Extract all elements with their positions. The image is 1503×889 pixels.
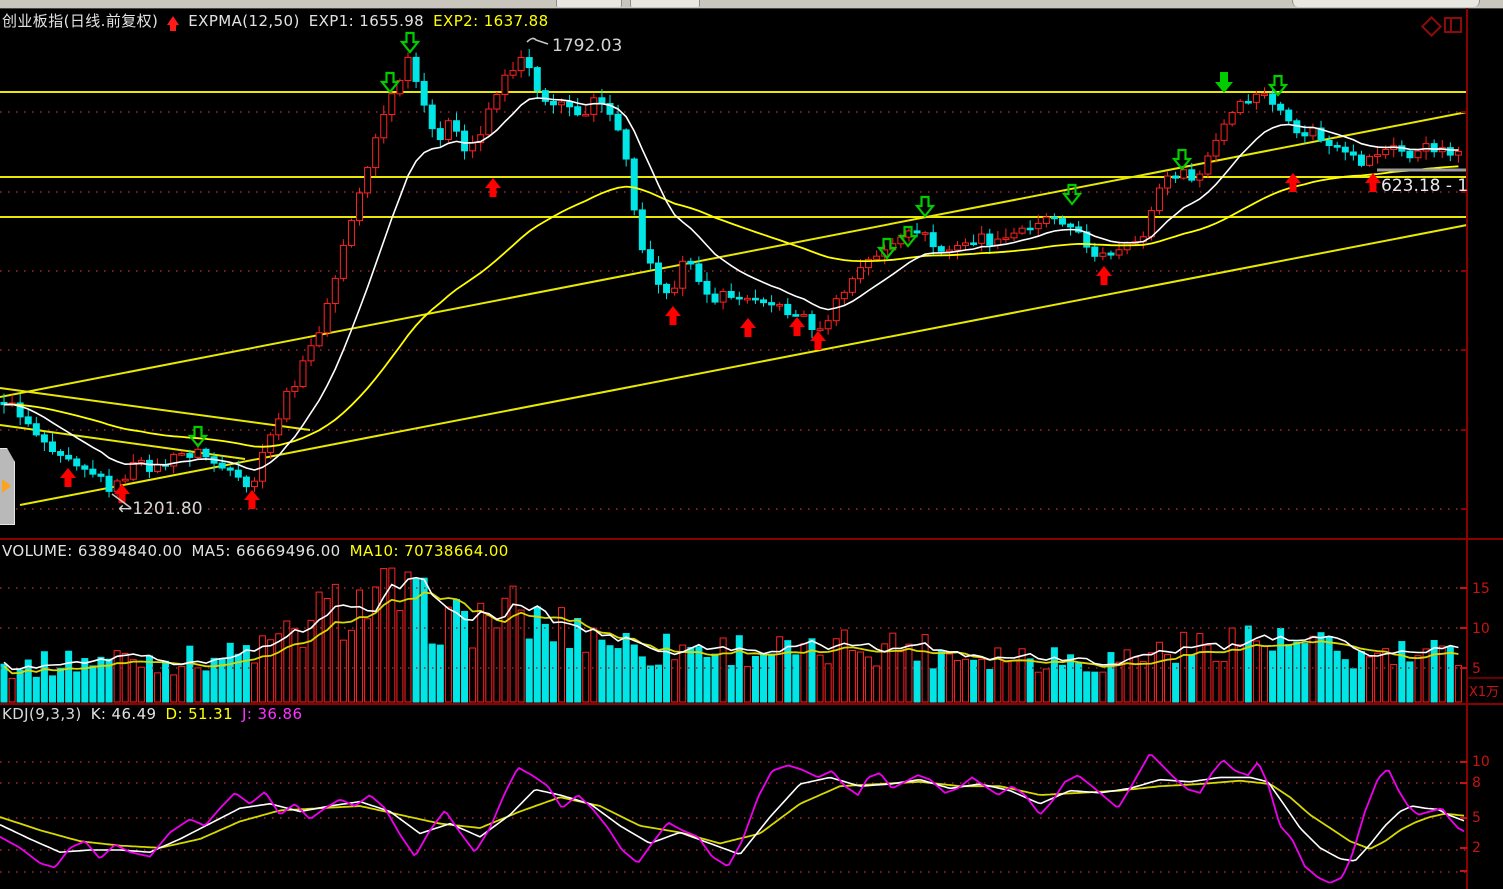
kdj-d-line (0, 779, 1465, 850)
toolbar-segment[interactable] (630, 0, 700, 7)
kdj-j-line (0, 754, 1465, 884)
volume-ma5-value: MA5: 66669496.00 (191, 542, 341, 560)
annotation-leaders (111, 37, 1466, 509)
trough-price-label: ←1201.80 (118, 499, 203, 519)
exp2-line (3, 165, 1459, 448)
volume-ma10-value: MA10: 70738664.00 (349, 542, 509, 560)
trend-lines (0, 111, 1468, 506)
volume-axis-unit: X1万 (1469, 685, 1500, 700)
volume-bars (0, 567, 1462, 703)
kdj-axis-tick: 8 (1472, 775, 1481, 791)
pane-frame (0, 8, 1503, 889)
kdj-axis-tick: 2 (1472, 840, 1481, 856)
up-arrow-icon (167, 16, 180, 31)
expand-arrow-icon (2, 479, 11, 493)
volume-ma5-line (3, 576, 1459, 671)
volume-axis-tick: 15 (1472, 581, 1490, 597)
price-grid (0, 111, 1467, 510)
exp2-value: EXP2: 1637.88 (433, 11, 549, 30)
indicator-name: EXPMA(12,50) (188, 11, 300, 30)
axis-ticks (1460, 111, 1467, 872)
kdj-name: KDJ(9,3,3) (2, 705, 82, 723)
exp1-value: EXP1: 1655.98 (308, 11, 425, 30)
main-chart-header: 创业板指(日线.前复权) EXPMA(12,50) EXP1: 1655.98 … (2, 10, 549, 31)
symbol-title: 创业板指(日线.前复权) (2, 12, 159, 30)
window-top-strip (0, 0, 1503, 9)
peak-price-label: 1792.03 (552, 36, 623, 56)
kdj-axis-tick: 5 (1472, 810, 1481, 826)
window-tool-icon[interactable] (1444, 17, 1462, 33)
volume-ma10-line (3, 591, 1459, 675)
buy-signal-arrows (60, 173, 1381, 509)
toolbar-segment[interactable] (556, 0, 622, 7)
sidebar-expand-tab[interactable] (0, 448, 15, 525)
volume-value: VOLUME: 63894840.00 (2, 542, 183, 560)
drawn-level-label: 623.18 - 1 (1381, 176, 1469, 196)
volume-axis-tick: 5 (1472, 661, 1481, 677)
kdj-j-value: J: 36.86 (242, 705, 303, 723)
kdj-d-value: D: 51.31 (165, 705, 234, 723)
sell-signal-arrows (187, 31, 1289, 448)
candles (0, 48, 1462, 498)
exp1-line (3, 97, 1459, 471)
kdj-axis-tick: 10 (1472, 754, 1490, 770)
kdj-k-line (0, 776, 1465, 862)
volume-header: VOLUME: 63894840.00 MA5: 66669496.00 MA1… (2, 542, 509, 560)
kdj-header: KDJ(9,3,3) K: 46.49 D: 51.31 J: 36.86 (2, 705, 302, 723)
volume-axis-tick: 10 (1472, 621, 1490, 637)
kdj-k-value: K: 46.49 (90, 705, 157, 723)
